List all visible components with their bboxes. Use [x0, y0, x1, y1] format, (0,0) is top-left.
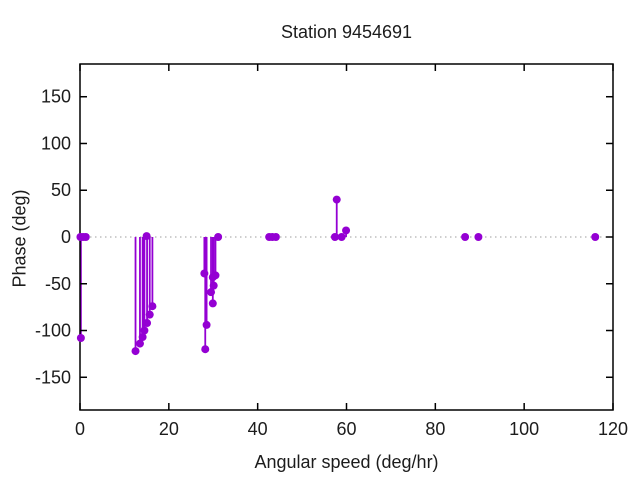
x-tick-label: 40 [248, 419, 268, 439]
y-tick-label: 150 [41, 87, 71, 107]
data-point [330, 233, 339, 241]
x-tick-label: 100 [509, 419, 539, 439]
x-tick-label: 20 [159, 419, 179, 439]
x-tick-label: 80 [425, 419, 445, 439]
y-tick-label: -150 [35, 367, 71, 387]
data-point [209, 281, 218, 290]
data-point [76, 333, 85, 342]
data-point [148, 302, 157, 311]
data-point [342, 226, 351, 235]
data-point [461, 233, 470, 241]
x-axis-title: Angular speed (deg/hr) [254, 452, 439, 472]
x-tick-label: 120 [598, 419, 628, 439]
data-point [138, 333, 147, 342]
data-point [200, 269, 209, 278]
data-point [135, 339, 144, 348]
y-tick-label: -50 [45, 274, 71, 294]
data-point [142, 232, 151, 241]
data-point [140, 326, 149, 335]
data-point [474, 233, 483, 241]
data-point [211, 271, 220, 280]
chart-title: Station 9454691 [280, 22, 413, 42]
y-tick-label: 50 [51, 180, 71, 200]
data-point [207, 288, 216, 297]
data-point [143, 319, 152, 328]
data-point [591, 233, 600, 241]
data-point [145, 310, 154, 319]
y-tick-label: 100 [41, 133, 71, 153]
data-point [337, 233, 346, 241]
y-tick-label: 0 [61, 227, 71, 247]
data-point [271, 233, 280, 241]
data-point [208, 299, 217, 308]
data-point [131, 347, 140, 356]
data-point [201, 345, 210, 354]
data-point [214, 233, 223, 241]
data-point [202, 320, 211, 329]
x-tick-label: 60 [336, 419, 356, 439]
data-point [81, 233, 90, 241]
data-point [332, 195, 341, 204]
x-tick-label: 0 [75, 419, 85, 439]
y-tick-label: -100 [35, 321, 71, 341]
